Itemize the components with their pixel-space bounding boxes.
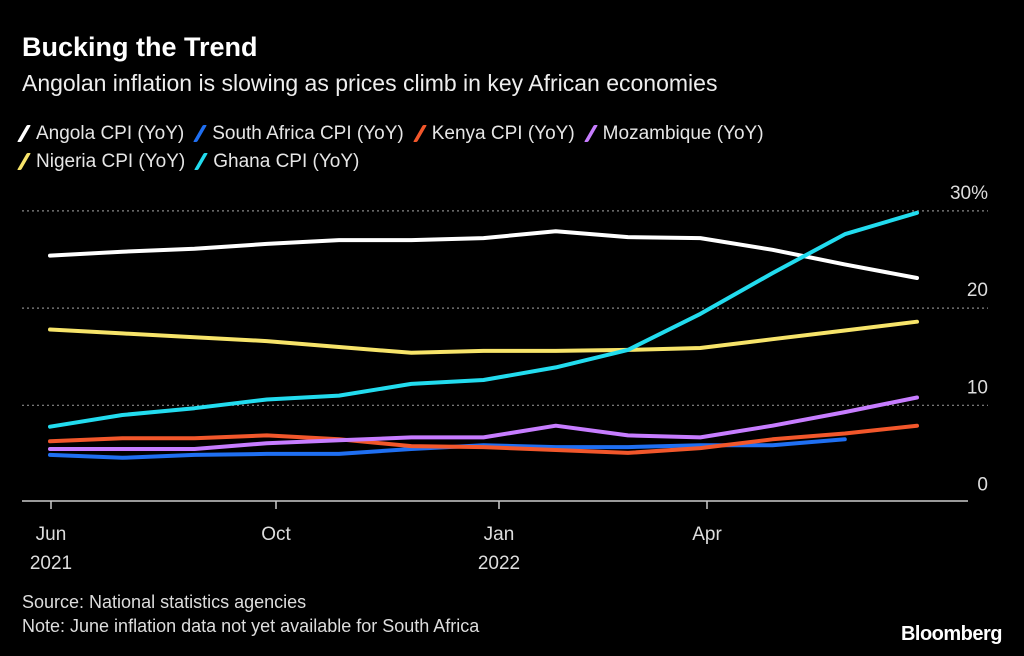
y-tick-label: 20 <box>967 280 988 301</box>
x-tick-label: Jun <box>36 524 67 545</box>
x-tick-year: 2022 <box>478 553 520 574</box>
legend-item: Angola CPI (YoY) <box>17 120 185 147</box>
legend-label: Mozambique (YoY) <box>602 122 764 144</box>
chart-title: Bucking the Trend <box>22 32 258 62</box>
legend-item: South Africa CPI (YoY) <box>193 120 404 147</box>
y-tick-label: 10 <box>967 377 988 398</box>
series-line-kenya-cpi-yoy <box>48 423 919 455</box>
y-tick-label: 0 <box>977 475 988 496</box>
legend-label: Angola CPI (YoY) <box>36 122 185 144</box>
bloomberg-logo: Bloomberg <box>900 623 1003 645</box>
legend-item: Ghana CPI (YoY) <box>194 148 360 175</box>
chart-subtitle: Angolan inflation is slowing as prices c… <box>22 70 718 96</box>
legend-label: Ghana CPI (YoY) <box>213 150 360 172</box>
legend-label: Nigeria CPI (YoY) <box>36 150 186 172</box>
x-tick-label: Apr <box>692 524 722 545</box>
y-tick-label: 30% <box>950 183 988 204</box>
series-line-nigeria-cpi-yoy <box>48 319 919 355</box>
x-tick-year: 2021 <box>30 553 72 574</box>
series-line-angola-cpi-yoy <box>48 229 919 280</box>
legend-label: Kenya CPI (YoY) <box>431 122 575 144</box>
series-line-mozambique-yoy <box>48 395 919 451</box>
series-line-ghana-cpi-yoy <box>48 210 919 429</box>
x-tick-label: Oct <box>261 524 291 545</box>
footnote: Note: June inflation data not yet availa… <box>22 616 480 636</box>
legend-item: Mozambique (YoY) <box>583 120 764 147</box>
legend-item: Nigeria CPI (YoY) <box>17 148 186 175</box>
legend-item: Kenya CPI (YoY) <box>412 120 575 147</box>
legend: Angola CPI (YoY) South Africa CPI (YoY) Ke… <box>17 120 1012 176</box>
x-tick-label: Jan <box>484 524 515 545</box>
source-note: Source: National statistics agencies <box>22 592 307 612</box>
legend-label: South Africa CPI (YoY) <box>212 122 404 144</box>
